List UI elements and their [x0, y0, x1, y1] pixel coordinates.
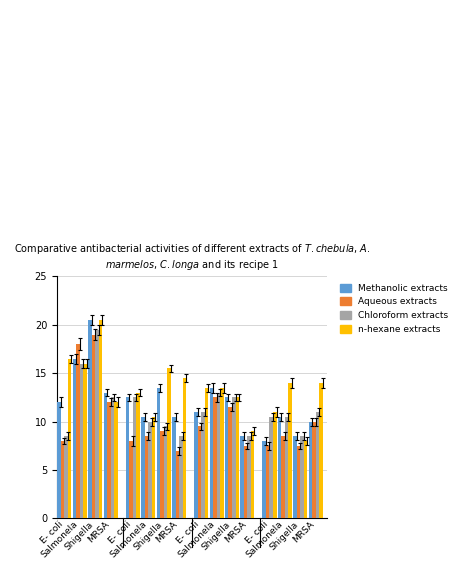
Bar — [126, 397, 129, 518]
Bar — [133, 397, 137, 518]
Bar — [205, 388, 208, 518]
Bar — [172, 417, 175, 518]
Bar — [64, 436, 68, 518]
Bar — [270, 417, 273, 518]
Bar — [141, 417, 145, 518]
Bar — [304, 441, 308, 518]
Bar — [167, 369, 171, 518]
Bar — [104, 393, 107, 518]
Bar — [107, 402, 111, 518]
Bar — [129, 441, 133, 518]
Bar — [179, 436, 182, 518]
Bar — [293, 436, 297, 518]
Bar — [228, 407, 232, 518]
Bar — [164, 426, 167, 518]
Bar — [251, 431, 255, 518]
Bar — [76, 344, 80, 518]
Bar — [247, 436, 251, 518]
Bar — [309, 422, 312, 518]
Bar — [319, 383, 323, 518]
Bar — [73, 359, 76, 518]
Bar — [225, 397, 228, 518]
Bar — [266, 446, 270, 518]
Bar — [201, 412, 205, 518]
Bar — [83, 363, 87, 518]
Bar — [152, 417, 155, 518]
Bar — [297, 446, 301, 518]
Bar — [220, 388, 224, 518]
Bar — [80, 363, 83, 518]
Bar — [57, 402, 61, 518]
Bar — [263, 441, 266, 518]
Bar — [182, 378, 186, 518]
Bar — [68, 359, 72, 518]
Bar — [289, 383, 292, 518]
Bar — [145, 436, 148, 518]
Bar — [137, 393, 140, 518]
Bar — [198, 426, 201, 518]
Bar — [301, 436, 304, 518]
Bar — [285, 417, 289, 518]
Bar — [61, 441, 64, 518]
Bar — [194, 412, 198, 518]
Bar — [240, 436, 244, 518]
Bar — [273, 412, 276, 518]
Bar — [316, 412, 319, 518]
Bar — [213, 397, 217, 518]
Bar — [210, 388, 213, 518]
Bar — [99, 320, 102, 518]
Bar — [92, 335, 95, 518]
Bar — [278, 417, 282, 518]
Bar — [148, 422, 152, 518]
Bar — [160, 431, 164, 518]
Bar — [312, 422, 316, 518]
Bar — [111, 397, 114, 518]
Bar — [232, 397, 236, 518]
Title: Comparative antibacterial activities of different extracts of $\it{T. chebula}$,: Comparative antibacterial activities of … — [14, 242, 370, 272]
Bar — [236, 397, 239, 518]
Bar — [282, 436, 285, 518]
Legend: Methanolic extracts, Aqueous extracts, Chloroform extracts, n-hexane extracts: Methanolic extracts, Aqueous extracts, C… — [337, 281, 451, 336]
Bar — [95, 329, 99, 518]
Bar — [156, 388, 160, 518]
Bar — [114, 402, 118, 518]
Bar — [244, 446, 247, 518]
Bar — [88, 320, 92, 518]
Bar — [175, 450, 179, 518]
Bar — [217, 393, 220, 518]
